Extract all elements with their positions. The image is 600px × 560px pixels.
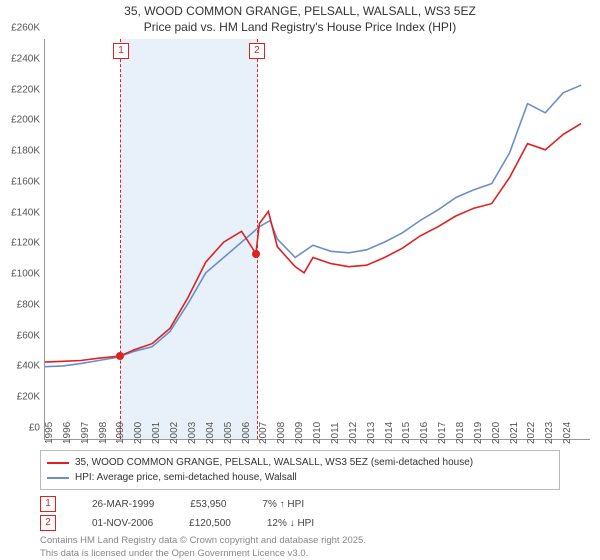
x-tick-label: 1995 — [44, 422, 55, 444]
y-tick-label: £180K — [11, 146, 40, 157]
x-tick-label: 2003 — [187, 422, 198, 444]
transaction-lines: 1 26-MAR-1999 £53,950 7% ↑ HPI 2 01-NOV-2006 £… — [0, 496, 600, 531]
y-axis-labels: £0£20K£40K£60K£80K£100K£120K£140K£160K£1… — [0, 28, 42, 428]
tx-price: £120,500 — [189, 518, 231, 529]
x-axis-labels: 1995199619971998199920002001200220032004… — [44, 432, 590, 462]
sale-dot-2 — [252, 250, 260, 258]
y-tick-label: £160K — [11, 176, 40, 187]
x-tick-label: 2005 — [223, 422, 234, 444]
x-tick-label: 2002 — [169, 422, 180, 444]
marker-label-1: 1 — [113, 43, 129, 59]
tx-delta: 12% ↓ HPI — [267, 518, 314, 529]
y-tick-label: £100K — [11, 269, 40, 280]
x-tick-label: 2011 — [330, 422, 341, 444]
y-tick-label: £80K — [17, 299, 40, 310]
x-tick-label: 2007 — [258, 422, 269, 444]
y-tick-label: £120K — [11, 238, 40, 249]
chart-title: 35, WOOD COMMON GRANGE, PELSALL, WALSALL… — [0, 0, 600, 35]
sale-dot-1 — [116, 352, 124, 360]
license-text: Contains HM Land Registry data © Crown c… — [40, 535, 560, 560]
y-tick-label: £20K — [17, 392, 40, 403]
title-line1: 35, WOOD COMMON GRANGE, PELSALL, WALSALL… — [0, 4, 600, 20]
x-tick-label: 2006 — [241, 422, 252, 444]
x-tick-label: 2008 — [276, 422, 287, 444]
x-tick-label: 2014 — [384, 422, 395, 444]
x-tick-label: 2024 — [562, 422, 573, 444]
marker-label-2: 2 — [249, 43, 265, 59]
y-tick-label: £140K — [11, 207, 40, 218]
x-tick-label: 2023 — [544, 422, 555, 444]
tx-delta: 7% ↑ HPI — [262, 499, 304, 510]
x-tick-label: 2016 — [419, 422, 430, 444]
x-tick-label: 2019 — [473, 422, 484, 444]
x-tick-label: 2018 — [455, 422, 466, 444]
y-tick-label: £220K — [11, 84, 40, 95]
x-tick-label: 2022 — [526, 422, 537, 444]
x-tick-label: 2001 — [151, 422, 162, 444]
x-tick-label: 1999 — [115, 422, 126, 444]
tx-date: 01-NOV-2006 — [92, 518, 153, 529]
tx-marker-2: 2 — [40, 515, 56, 531]
legend-hpi-swatch — [47, 477, 69, 479]
price-chart: 12 — [44, 39, 590, 440]
y-tick-label: £0 — [29, 423, 40, 434]
x-tick-label: 2004 — [205, 422, 216, 444]
tx-date: 26-MAR-1999 — [92, 499, 154, 510]
y-tick-label: £40K — [17, 361, 40, 372]
tx-marker-1: 1 — [40, 496, 56, 512]
x-tick-label: 2021 — [509, 422, 520, 444]
x-tick-label: 2015 — [401, 422, 412, 444]
tx-price: £53,950 — [190, 499, 226, 510]
transaction-row-2: 2 01-NOV-2006 £120,500 12% ↓ HPI — [40, 515, 560, 531]
x-tick-label: 2009 — [294, 422, 305, 444]
transaction-row-1: 1 26-MAR-1999 £53,950 7% ↑ HPI — [40, 496, 560, 512]
x-tick-label: 2013 — [366, 422, 377, 444]
x-tick-label: 2000 — [133, 422, 144, 444]
x-tick-label: 1996 — [62, 422, 73, 444]
x-tick-label: 2012 — [348, 422, 359, 444]
y-tick-label: £200K — [11, 115, 40, 126]
chart-lines — [45, 39, 590, 439]
legend-hpi-label: HPI: Average price, semi-detached house,… — [75, 470, 297, 485]
x-tick-label: 2010 — [312, 422, 323, 444]
x-tick-label: 1998 — [98, 422, 109, 444]
y-tick-label: £240K — [11, 53, 40, 64]
y-tick-label: £60K — [17, 330, 40, 341]
license-line2: This data is licensed under the Open Gov… — [40, 548, 560, 560]
license-line1: Contains HM Land Registry data © Crown c… — [40, 535, 560, 547]
x-tick-label: 1997 — [80, 422, 91, 444]
legend-hpi-row: HPI: Average price, semi-detached house,… — [47, 470, 553, 485]
x-tick-label: 2020 — [491, 422, 502, 444]
y-tick-label: £260K — [11, 23, 40, 34]
x-tick-label: 2017 — [437, 422, 448, 444]
title-line2: Price paid vs. HM Land Registry's House … — [0, 20, 600, 36]
